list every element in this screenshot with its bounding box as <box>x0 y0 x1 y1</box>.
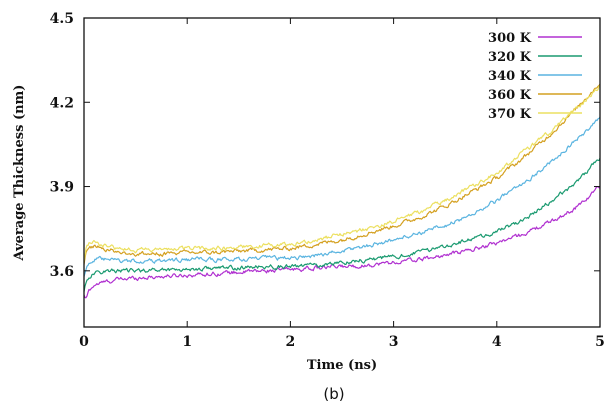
x-tick-label: 4 <box>492 334 502 350</box>
series-line-320k <box>83 157 601 292</box>
x-axis-title: Time (ns) <box>307 358 377 373</box>
y-tick-label: 3.9 <box>50 180 74 196</box>
y-tick-label: 4.2 <box>50 95 74 111</box>
legend-label: 360 K <box>488 88 532 103</box>
y-tick-label: 4.5 <box>50 11 74 27</box>
series-line-370k <box>83 84 601 262</box>
legend-label: 340 K <box>488 69 532 84</box>
ticks-layer: 0 1 2 3 4 5 3.6 3.9 4.2 4.5 <box>50 11 605 350</box>
legend-label: 300 K <box>488 31 532 46</box>
legend-label: 370 K <box>488 107 532 122</box>
legend-label: 320 K <box>488 50 532 65</box>
x-tick-label: 5 <box>595 334 605 350</box>
series-layer <box>83 83 601 299</box>
x-tick-label: 0 <box>79 334 89 350</box>
y-tick-label: 3.6 <box>50 264 74 280</box>
x-tick-label: 1 <box>182 334 192 350</box>
figure-caption: (b) <box>323 385 344 403</box>
plot-frame <box>83 17 601 328</box>
series-line-340k <box>83 116 601 277</box>
x-tick-label: 3 <box>389 334 399 350</box>
series-line-360k <box>83 83 601 265</box>
y-axis-title: Average Thickness (nm) <box>12 85 27 262</box>
legend: 300 K 320 K 340 K 360 K 370 K <box>488 31 582 122</box>
x-tick-label: 2 <box>286 334 296 350</box>
series-line-300k <box>83 185 601 299</box>
